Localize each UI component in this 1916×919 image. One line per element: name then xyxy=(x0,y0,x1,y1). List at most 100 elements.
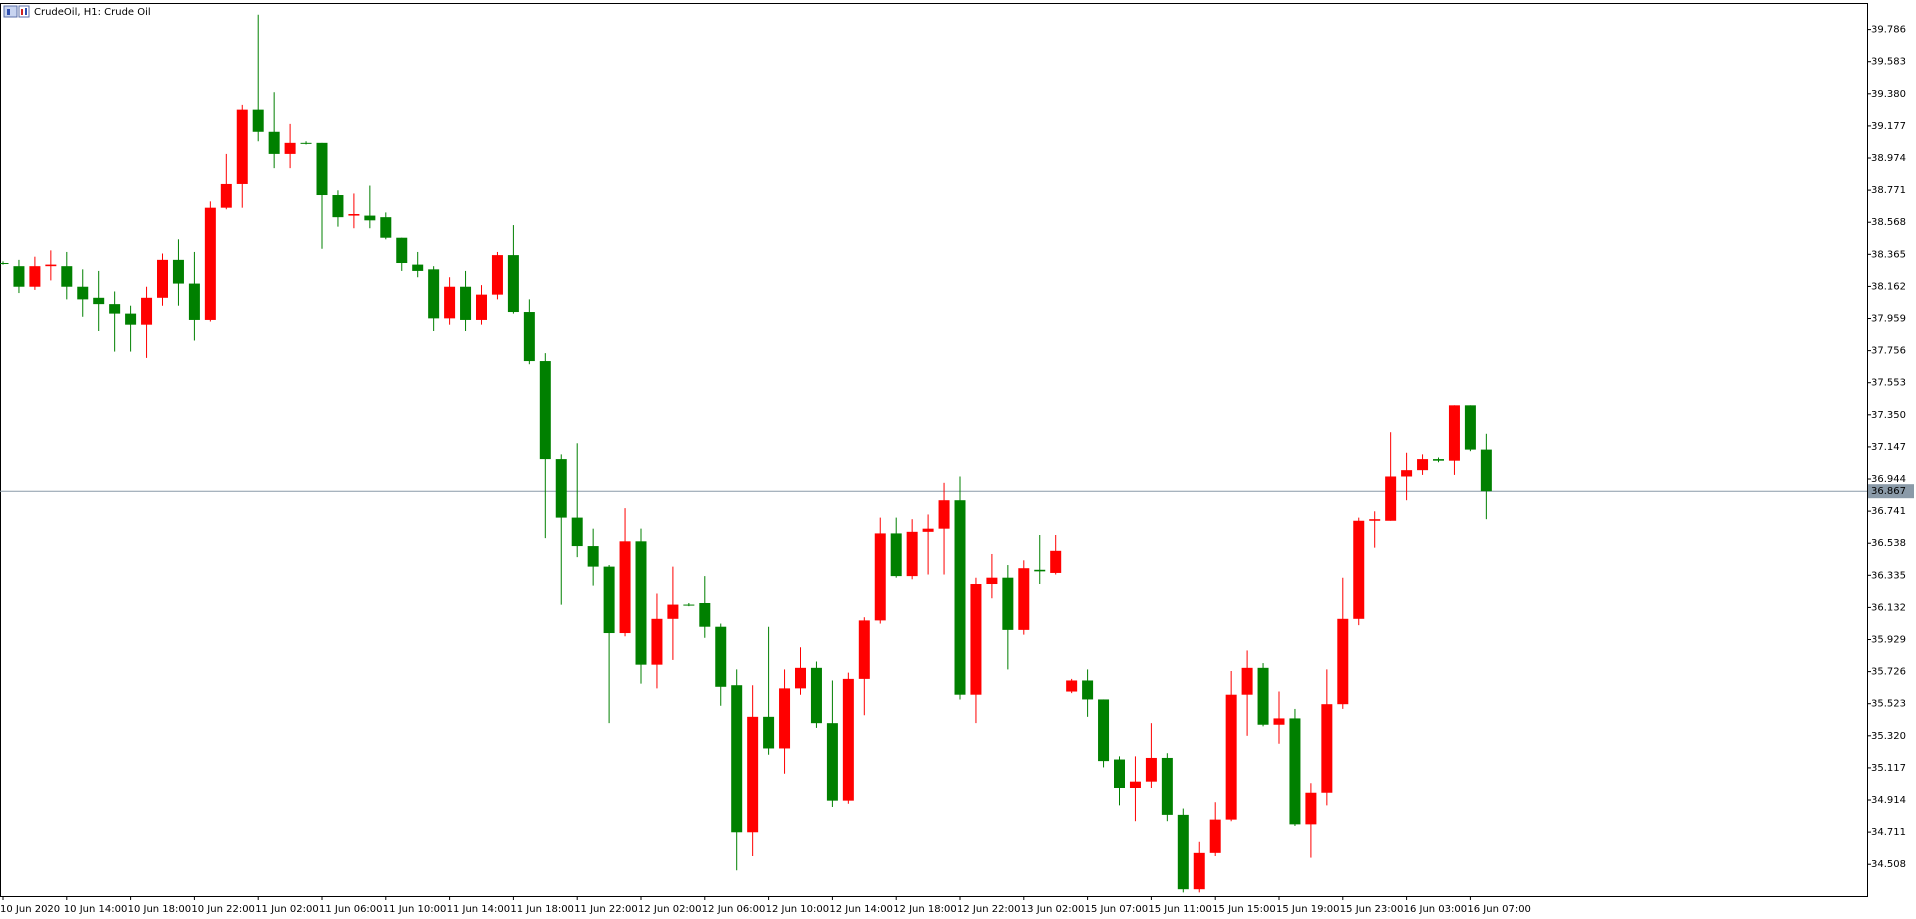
candle-body xyxy=(683,604,695,606)
x-tick-label: 15 Jun 23:00 xyxy=(1340,904,1404,915)
candle-body xyxy=(1448,405,1460,461)
candle-body xyxy=(1401,470,1413,477)
y-tick-label: 38.365 xyxy=(1871,249,1906,260)
x-tick-label: 11 Jun 10:00 xyxy=(383,904,447,915)
y-tick-label: 37.756 xyxy=(1871,346,1906,357)
y-tick-label: 38.568 xyxy=(1871,217,1906,228)
candle-body xyxy=(29,266,41,287)
x-tick-label: 11 Jun 18:00 xyxy=(510,904,574,915)
x-tick-label: 16 Jun 03:00 xyxy=(1404,904,1468,915)
candle-body xyxy=(412,264,424,271)
candle-body xyxy=(380,217,392,238)
candle-body xyxy=(779,688,791,749)
candle-body xyxy=(109,304,121,314)
candle-body xyxy=(651,618,663,665)
candle-body xyxy=(1098,699,1110,762)
y-tick-label: 37.350 xyxy=(1871,410,1906,421)
candle-body xyxy=(715,626,727,687)
candle-body xyxy=(938,500,950,529)
candle-body xyxy=(1433,459,1444,461)
x-tick-label: 13 Jun 02:00 xyxy=(1021,904,1085,915)
candle-body xyxy=(1161,757,1173,815)
candle-body xyxy=(444,286,456,319)
candle-body xyxy=(1417,459,1429,471)
candle-body xyxy=(619,541,631,634)
y-tick-label: 35.726 xyxy=(1871,667,1906,678)
candle-body xyxy=(1241,667,1253,695)
candle-body xyxy=(1321,704,1333,793)
y-tick-label: 37.147 xyxy=(1871,442,1906,453)
y-tick-label: 35.523 xyxy=(1871,699,1906,710)
candle-body xyxy=(252,109,264,132)
candle-body xyxy=(1369,519,1381,521)
y-tick-label: 35.929 xyxy=(1871,635,1906,646)
candle-body xyxy=(1177,814,1189,890)
x-tick-label: 12 Jun 22:00 xyxy=(957,904,1021,915)
candle-body xyxy=(300,142,312,144)
x-tick-label: 10 Jun 2020 xyxy=(0,904,60,915)
candle-body xyxy=(731,685,743,833)
candle-body xyxy=(1129,781,1141,788)
candle-body xyxy=(1289,718,1301,825)
x-tick-label: 15 Jun 11:00 xyxy=(1148,904,1212,915)
y-tick-label: 36.538 xyxy=(1871,538,1906,549)
candle-body xyxy=(1353,520,1365,619)
y-tick-label: 38.771 xyxy=(1871,185,1906,196)
candle-body xyxy=(93,297,105,305)
candle-body xyxy=(364,215,376,221)
candle-body xyxy=(1050,550,1062,573)
candle-body xyxy=(220,183,232,208)
x-tick-label: 11 Jun 02:00 xyxy=(255,904,319,915)
candle-body xyxy=(1145,757,1157,782)
candle-body xyxy=(906,531,918,577)
x-tick-label: 12 Jun 02:00 xyxy=(638,904,702,915)
candle-body xyxy=(1480,449,1492,492)
x-tick-label: 15 Jun 07:00 xyxy=(1085,904,1149,915)
y-tick-label: 39.583 xyxy=(1871,57,1906,68)
y-tick-label: 36.944 xyxy=(1871,474,1906,485)
candle-body xyxy=(603,566,615,634)
candles xyxy=(0,14,1492,893)
x-tick-label: 11 Jun 14:00 xyxy=(447,904,511,915)
y-tick-label: 39.380 xyxy=(1871,89,1906,100)
x-tick-label: 16 Jun 07:00 xyxy=(1467,904,1531,915)
candle-body xyxy=(1464,405,1476,450)
candle-body xyxy=(826,723,838,801)
x-tick-label: 11 Jun 06:00 xyxy=(319,904,383,915)
y-tick-label: 37.553 xyxy=(1871,378,1906,389)
candle-body xyxy=(491,255,503,295)
candle-body xyxy=(970,584,982,695)
x-tick-label: 10 Jun 14:00 xyxy=(64,904,128,915)
y-tick-label: 38.162 xyxy=(1871,281,1906,292)
candle-body xyxy=(890,533,902,577)
y-tick-label: 39.786 xyxy=(1871,25,1906,36)
chart-title: CrudeOil, H1: Crude Oil xyxy=(34,7,151,18)
candle-body xyxy=(539,361,551,460)
candle-body xyxy=(332,195,344,218)
candle-body xyxy=(1193,852,1205,890)
x-tick-label: 10 Jun 22:00 xyxy=(191,904,255,915)
candle-body xyxy=(635,541,647,665)
candle-body xyxy=(1225,694,1237,820)
candle-body xyxy=(1114,759,1125,788)
candle-body xyxy=(396,237,408,264)
y-tick-label: 34.711 xyxy=(1871,827,1906,838)
y-tick-label: 37.959 xyxy=(1871,314,1906,325)
last-price-label: 36.867 xyxy=(1871,486,1906,497)
candle-body xyxy=(795,667,806,689)
candle-body xyxy=(172,259,184,284)
y-tick-label: 34.508 xyxy=(1871,859,1906,870)
x-tick-label: 15 Jun 19:00 xyxy=(1276,904,1340,915)
candle-body xyxy=(1002,577,1014,630)
candle-body xyxy=(874,533,886,621)
candle-body xyxy=(763,716,775,749)
symbol-icon xyxy=(3,5,30,18)
candle-body xyxy=(858,620,870,679)
candle-body xyxy=(284,142,296,154)
candle-body xyxy=(842,678,854,801)
last-price-box xyxy=(1868,484,1914,499)
candle-body xyxy=(1305,792,1317,825)
candle-body xyxy=(1273,718,1285,725)
